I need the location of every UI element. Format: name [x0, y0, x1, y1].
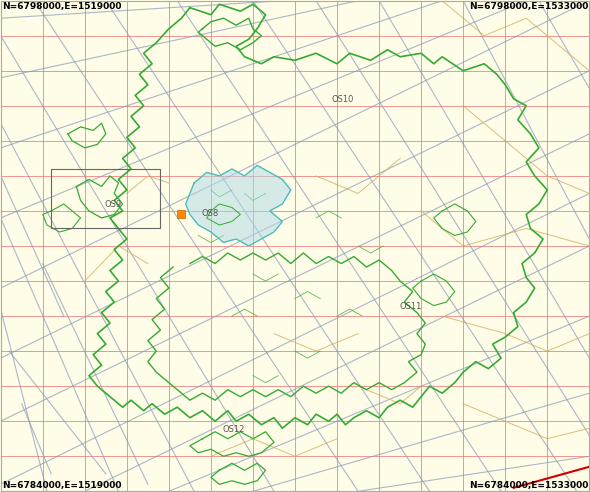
Text: OS10: OS10 [332, 95, 355, 104]
Text: OS8: OS8 [202, 209, 219, 218]
Text: N=6784000,E=1519000: N=6784000,E=1519000 [2, 481, 122, 490]
Text: N=6798000,E=1533000: N=6798000,E=1533000 [468, 2, 588, 11]
Text: N=6784000,E=1533000: N=6784000,E=1533000 [468, 481, 588, 490]
Text: OS11: OS11 [399, 302, 422, 311]
Text: N=6798000,E=1519000: N=6798000,E=1519000 [2, 2, 122, 11]
Text: OS12: OS12 [222, 425, 245, 434]
Text: OS9: OS9 [105, 200, 122, 210]
Polygon shape [186, 165, 291, 246]
